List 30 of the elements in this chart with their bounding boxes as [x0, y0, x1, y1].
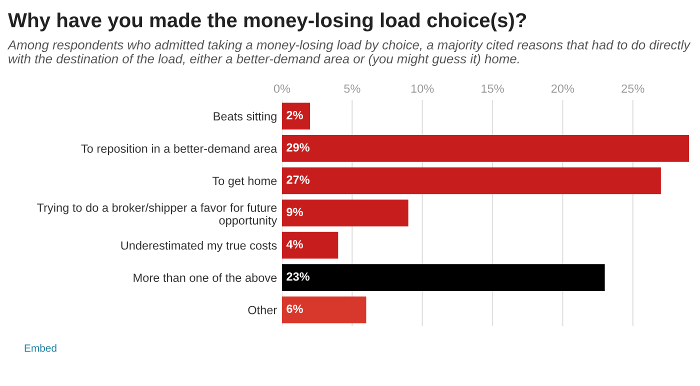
data-label: 29% — [286, 143, 310, 152]
x-tick-label: 10% — [411, 84, 434, 93]
bar — [282, 167, 661, 194]
data-label: 4% — [286, 240, 303, 248]
bar — [282, 102, 310, 130]
chart-subtitle: Among respondents who admitted taking a money-losing load by choice, a majority cited reasons that had to do directly with the destination of the load, either a better-demand area or (you might guess it) home. — [7, 40, 691, 66]
data-label: 6% — [286, 304, 303, 314]
data-label: 2% — [286, 110, 303, 120]
text: Embed — [24, 344, 56, 352]
y-tick-label: Trying to do a broker/shipper a favor for future opportunity — [37, 203, 278, 227]
x-tick-label: 25% — [622, 84, 644, 93]
y-tick-label: More than one of the above — [134, 273, 277, 282]
y-tick-label: To get home — [212, 176, 277, 188]
data-label: 23% — [286, 272, 310, 281]
bar — [282, 264, 605, 291]
y-tick-label: To reposition in a better-demand area — [81, 144, 278, 156]
y-tick-label: Beats sitting — [214, 112, 276, 123]
data-label: 9% — [286, 208, 303, 216]
y-tick-label: Underestimated my true costs — [121, 241, 277, 252]
bar — [282, 200, 408, 226]
chart-title: Why have you made the money-losing load choice(s)? — [8, 12, 526, 32]
bar — [282, 135, 689, 162]
x-tick-label: 20% — [551, 84, 574, 93]
bar — [282, 232, 338, 259]
y-tick-label: Other — [248, 306, 277, 314]
x-tick-label: 15% — [482, 84, 504, 93]
x-tick-label: 0% — [274, 84, 290, 93]
data-label: 27% — [286, 176, 310, 184]
x-tick-label: 5% — [344, 84, 360, 93]
bar — [282, 296, 366, 324]
